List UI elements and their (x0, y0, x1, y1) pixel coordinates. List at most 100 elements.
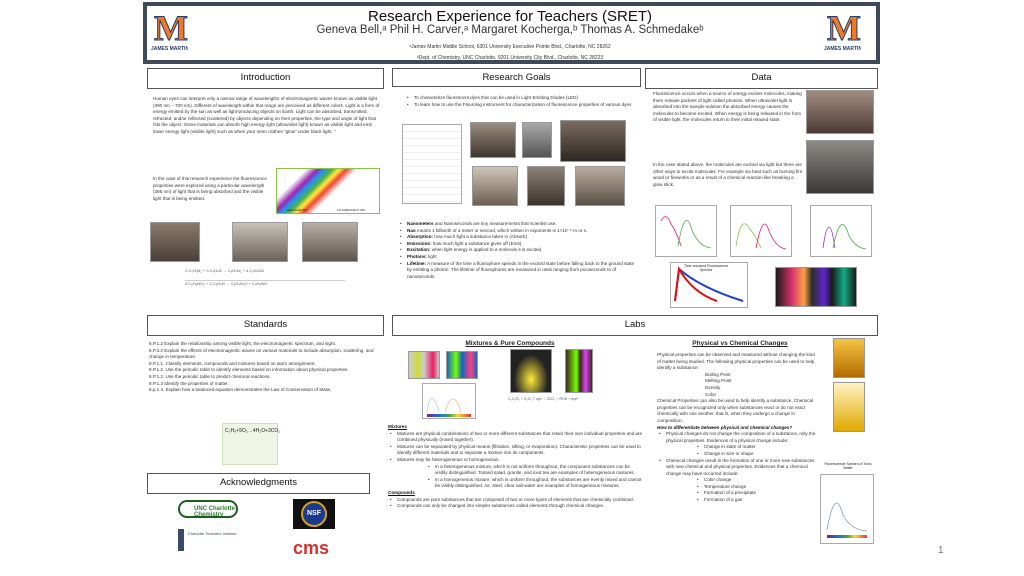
term-item: Photons: light (398, 254, 638, 261)
glow-stick-diagram (510, 349, 552, 393)
poster-title: Research Experience for Teachers (SRET) (367, 8, 652, 25)
lab-photo (560, 120, 626, 162)
labs-heading: Labs (392, 315, 878, 336)
compound-item: Compounds can only be changed into simpl… (388, 503, 643, 510)
fluorescence-spectra-chart (730, 205, 792, 257)
lab-photo (575, 166, 625, 206)
data-text-2: In the case stated above, the molecules … (653, 162, 803, 187)
svg-text:M: M (827, 8, 861, 48)
term-item: Emissions: how much light a substance gi… (398, 241, 638, 248)
lab-photo (150, 222, 200, 262)
research-goals-list: To characterize fluorescent dyes that ca… (405, 95, 635, 108)
svg-text:M: M (154, 8, 188, 48)
charlotte-teachers-institute-logo: Charlotte Teachers Institute (178, 529, 248, 551)
fluorescent-ink-label: FLUORESCENT INK (337, 208, 366, 212)
svg-text:JAMES MARTIN: JAMES MARTIN (151, 46, 188, 52)
compounds-heading: Compounds (388, 489, 415, 495)
standards-heading: Standards (147, 315, 384, 336)
term-item: Nanometers and Nanoseconds are tiny meas… (398, 221, 638, 228)
tonic-water-uv-photo (833, 338, 865, 378)
chemical-evidence-item: Temperature change (695, 484, 817, 491)
svg-text:JAMES MARTIN: JAMES MARTIN (824, 46, 861, 52)
mixture-subitem: In a heterogeneous mixture, which is not… (426, 464, 643, 477)
chemical-changes-item: Chemical changes result in the formation… (657, 458, 817, 478)
mixtures-compounds-title: Mixtures & Pure Compounds (465, 340, 555, 347)
james-martin-logo-right: M JAMES MARTIN (823, 8, 862, 53)
affiliation-b: ᵇDept. of Chemistry, UNC Charlotte, 9201… (416, 55, 604, 61)
physical-properties-text: Physical properties can be observed and … (657, 352, 815, 371)
physical-evidence-item: Change in size or shape (695, 451, 817, 458)
terms-list: Nanometers and Nanoseconds are tiny meas… (398, 221, 638, 280)
glow-sticks-photo (565, 349, 593, 393)
tonic-water-spectrum-chart (820, 474, 874, 544)
unc-charlotte-chemistry-logo: UNC Charlotte Chemistry (178, 500, 238, 518)
acknowledgments-heading: Acknowledgments (147, 473, 370, 494)
poster-header (143, 2, 880, 64)
balanced-equation-image: C₃H₈+5O₂→4H₂O+3CO₂ (222, 423, 281, 465)
mixture-item: Mixtures may be heterogeneous or homogen… (388, 457, 643, 464)
silicon-dye-structures-image (402, 124, 462, 204)
fluorescence-spectra-chart (655, 205, 717, 257)
introduction-heading: Introduction (147, 68, 384, 89)
mixtures-section: Mixtures Mixtures are physical combinati… (388, 424, 643, 510)
tonic-water-bottle-photo (833, 382, 865, 432)
reaction-equations: 2 C₆H₅N₂ + 3 C₆H₄N → C₆H₄N₂ + 4 C₆H₄NO 2… (185, 268, 345, 296)
introduction-text-2: In the case of this research experience … (153, 176, 267, 201)
lab-photo (527, 166, 565, 206)
chemical-evidence-item: Formation of a gas (695, 497, 817, 504)
time-resolved-fluorescence-chart: Time-resolved Fluorescence Spectra (670, 262, 748, 308)
mixture-photo (408, 351, 440, 379)
goal-item: To characterize fluorescent dyes that ca… (405, 95, 635, 102)
glow-stick-equation: C₂O₄R₂ + H₂O₂ + dye → 2CO₂ + ROH + dye* (508, 397, 579, 401)
page-number: 1 (938, 545, 944, 556)
physical-chemical-title: Physical vs Chemical Changes (692, 340, 788, 347)
regular-ink-label: REGULAR INK (287, 208, 308, 212)
lab-photo (232, 222, 288, 262)
lab-photo (470, 122, 516, 158)
physical-evidence-item: Change in state of matter (695, 444, 817, 451)
poster-authors: Geneva Bell,ᵃ Phil H. Carver,ᵃ Margaret … (316, 24, 704, 36)
property-item: Boiling Point (705, 371, 731, 377)
introduction-text: Human eyes can interpret only a narrow r… (153, 96, 380, 134)
goal-item: To learn how to use the Flourolog instru… (405, 102, 635, 109)
tonic-spectrum-label: Fluorescence Spectra of Tonic Water (824, 462, 872, 470)
research-goals-heading: Research Goals (392, 68, 641, 87)
james-martin-logo-left: M JAMES MARTIN (150, 8, 189, 53)
data-text: Fluorescence occurs when a source of ene… (653, 91, 802, 123)
mixture-uv-photo (446, 351, 478, 379)
lab-photo (806, 90, 874, 134)
flame-test-photo (775, 267, 857, 307)
chemical-properties-text: Chemical Properties can also be used to … (657, 398, 814, 423)
term-item: Lifetime: A measure of the time a fluoro… (398, 261, 638, 281)
differentiate-question: How to differentiate between physical an… (657, 424, 793, 430)
standards-text: 6.P.1.2 Explain the relationship among v… (149, 341, 374, 393)
chemical-evidence-item: Formation of a precipitate (695, 490, 817, 497)
equation-text: C₃H₈+5O₂→4H₂O+3CO₂ (225, 428, 281, 434)
data-heading: Data (645, 68, 878, 89)
nsf-logo: NSF (293, 499, 335, 529)
affiliation-a: ᵃJames Martin Middle School, 6301 Univer… (409, 44, 611, 50)
nsf-logo-text: NSF (301, 501, 327, 527)
property-item: Melting Point (705, 378, 732, 384)
mixture-item: Mixtures can be separated by physical me… (388, 444, 643, 457)
lab-photo (472, 166, 518, 206)
physical-chemical-section: Physical properties can be observed and … (657, 352, 817, 504)
mixture-subitem: In a homogeneous mixture, which is unifo… (426, 477, 643, 490)
lab-photo (302, 222, 358, 262)
term-item: Absorption: how much light a substance t… (398, 234, 638, 241)
property-item: Color (705, 391, 716, 397)
term-item: Excitation: when light energy is applied… (398, 247, 638, 254)
mixtures-heading: Mixtures (388, 424, 407, 429)
cms-logo: cms (293, 538, 330, 558)
ink-diagram-image: REGULAR INK FLUORESCENT INK (276, 168, 380, 214)
lab-photo (806, 140, 874, 194)
mixture-item: Mixtures are physical combinations of tw… (388, 431, 643, 444)
term-item: Nao means 1 billionth of a meter or seco… (398, 228, 638, 235)
trf-title: Time-resolved Fluorescence Spectra (683, 264, 729, 272)
physical-changes-item: Physical changes do not change the compo… (657, 431, 817, 444)
property-item: Density (705, 384, 721, 390)
lab-photo (522, 122, 552, 158)
mixture-spectrum-chart (422, 383, 476, 419)
chemical-evidence-item: Color change (695, 477, 817, 484)
compound-item: Compounds are pure substances that are c… (388, 497, 643, 504)
